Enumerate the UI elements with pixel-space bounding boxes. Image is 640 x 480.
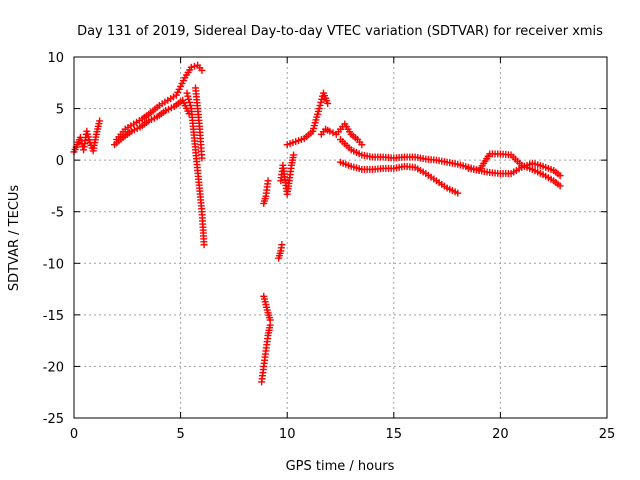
x-tick-label: 20	[492, 427, 509, 442]
axis-ticks: 0 5 10 15 20 25 10 5 0 -5 -10 -15 -20 -25	[43, 51, 616, 442]
y-tick-label: -20	[43, 360, 64, 375]
data-point	[96, 117, 104, 125]
data-point	[198, 66, 206, 74]
y-tick-label: 0	[56, 154, 64, 169]
y-tick-label: -15	[43, 309, 64, 324]
data-points	[70, 61, 564, 386]
data-point	[556, 172, 564, 180]
x-tick-label: 0	[70, 427, 78, 442]
data-point	[190, 62, 198, 70]
data-point	[200, 241, 208, 249]
y-tick-label: 10	[47, 51, 64, 66]
data-point	[183, 89, 191, 97]
x-axis-label: GPS time / hours	[286, 459, 395, 474]
data-point	[358, 141, 366, 149]
data-point	[186, 98, 194, 106]
data-point	[184, 92, 192, 100]
data-point	[266, 316, 274, 324]
data-point	[324, 99, 332, 107]
data-point	[315, 105, 323, 113]
data-point	[556, 182, 564, 190]
data-point	[318, 95, 326, 103]
data-point	[186, 101, 194, 109]
data-point	[454, 189, 462, 197]
y-tick-label: -25	[43, 412, 64, 427]
data-point	[290, 151, 298, 159]
x-tick-label: 25	[599, 427, 616, 442]
data-point	[187, 63, 195, 71]
x-tick-label: 5	[176, 427, 184, 442]
data-point	[264, 177, 272, 185]
x-tick-label: 15	[386, 427, 403, 442]
data-point	[329, 129, 337, 137]
y-axis-label: SDTVAR / TECUs	[7, 185, 22, 292]
y-tick-label: -10	[43, 257, 64, 272]
y-tick-label: 5	[56, 103, 64, 118]
data-point	[317, 98, 325, 106]
data-point	[185, 95, 193, 103]
data-point	[278, 241, 286, 249]
data-point	[316, 101, 324, 109]
data-point	[326, 127, 334, 135]
plot-frame	[73, 56, 608, 419]
x-tick-label: 10	[279, 427, 296, 442]
data-point	[198, 154, 206, 162]
chart-title: Day 131 of 2019, Sidereal Day-to-day VTE…	[77, 24, 603, 39]
y-tick-label: -5	[51, 206, 64, 221]
